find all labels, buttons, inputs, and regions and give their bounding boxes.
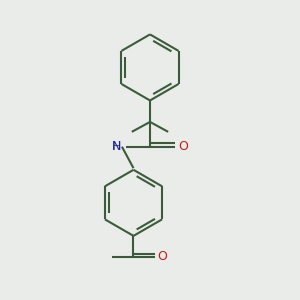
Text: O: O (178, 140, 188, 152)
Text: N: N (104, 140, 121, 152)
Text: H: H (112, 140, 121, 152)
Text: O: O (157, 250, 167, 263)
